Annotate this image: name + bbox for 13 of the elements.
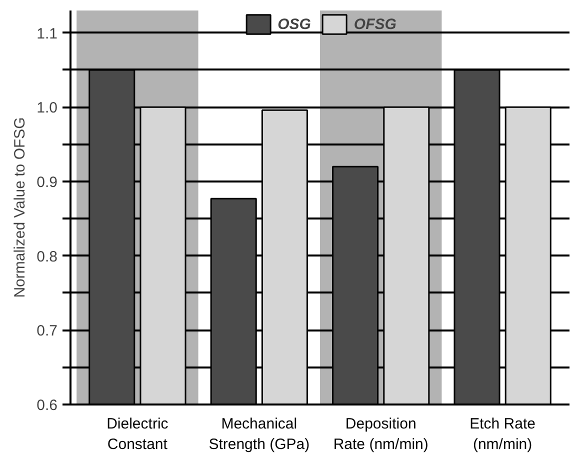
x-tick-label: Mechanical Strength (GPa)	[208, 416, 310, 453]
x-tick-label: Deposition Rate (nm/min)	[333, 416, 428, 453]
y-tick-label: 0.6	[36, 397, 58, 414]
x-tick-label: Dielectric Constant	[106, 416, 169, 453]
y-tick-label: 1.1	[36, 25, 58, 42]
legend-label: OFSG	[354, 16, 396, 32]
y-tick-label: 0.8	[36, 248, 58, 266]
y-tick-label: 0.7	[36, 322, 58, 340]
y-axis-title: Normalized Value to OFSG	[12, 117, 29, 298]
x-tick-label: Etch Rate (nm/min)	[470, 416, 536, 453]
y-tick-label: 0.9	[36, 174, 58, 191]
y-tick-label: 1.0	[36, 100, 58, 117]
legend-label: OSG	[278, 16, 311, 32]
